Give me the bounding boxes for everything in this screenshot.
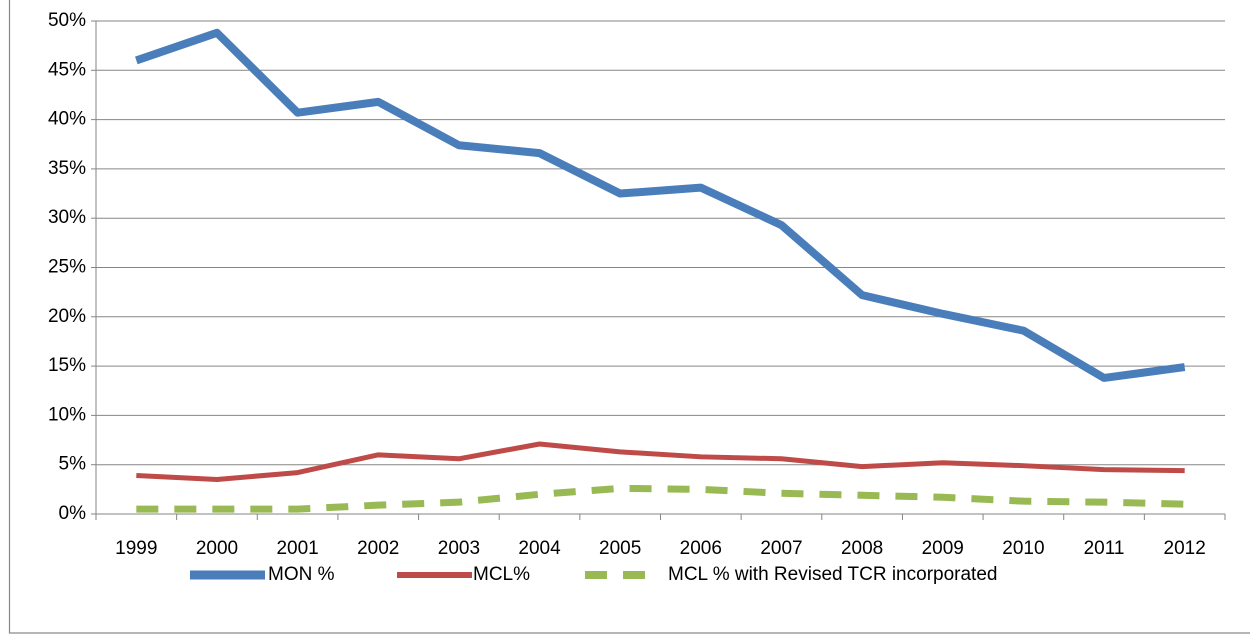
y-tick-label: 20% bbox=[48, 306, 86, 327]
y-tick-label: 35% bbox=[48, 158, 86, 179]
series-line bbox=[136, 441, 1185, 482]
legend-label: MCL % with Revised TCR incorporated bbox=[668, 564, 997, 585]
y-tick-label: 30% bbox=[48, 207, 86, 228]
y-tick-label: 25% bbox=[48, 257, 86, 278]
series-line bbox=[135, 28, 1186, 382]
series-line bbox=[136, 484, 1185, 513]
x-tick-label: 2007 bbox=[760, 538, 802, 559]
x-tick-label: 2009 bbox=[922, 538, 964, 559]
x-tick-label: 2003 bbox=[438, 538, 480, 559]
legend-label: MON % bbox=[268, 564, 335, 585]
legend-label: MCL% bbox=[473, 564, 530, 585]
y-tick-label: 40% bbox=[48, 109, 86, 130]
x-tick-label: 2005 bbox=[599, 538, 641, 559]
y-tick-label: 50% bbox=[48, 10, 86, 31]
y-tick-label: 10% bbox=[48, 404, 86, 425]
y-tick-label: 15% bbox=[48, 355, 86, 376]
x-tick-label: 2004 bbox=[518, 538, 561, 559]
y-tick-label: 45% bbox=[48, 59, 86, 80]
x-tick-label: 2011 bbox=[1084, 538, 1125, 559]
y-tick-label: 5% bbox=[59, 454, 87, 475]
x-tick-label: 2008 bbox=[841, 538, 883, 559]
x-tick-label: 2010 bbox=[1002, 538, 1044, 559]
x-tick-label: 2000 bbox=[196, 538, 238, 559]
x-tick-label: 1999 bbox=[115, 538, 157, 559]
x-tick-label: 2006 bbox=[680, 538, 722, 559]
chart-frame bbox=[8, 0, 1250, 634]
x-tick-label: 2012 bbox=[1164, 538, 1206, 559]
x-tick-label: 2001 bbox=[276, 538, 318, 559]
x-tick-label: 2002 bbox=[357, 538, 399, 559]
y-tick-label: 0% bbox=[59, 503, 87, 524]
